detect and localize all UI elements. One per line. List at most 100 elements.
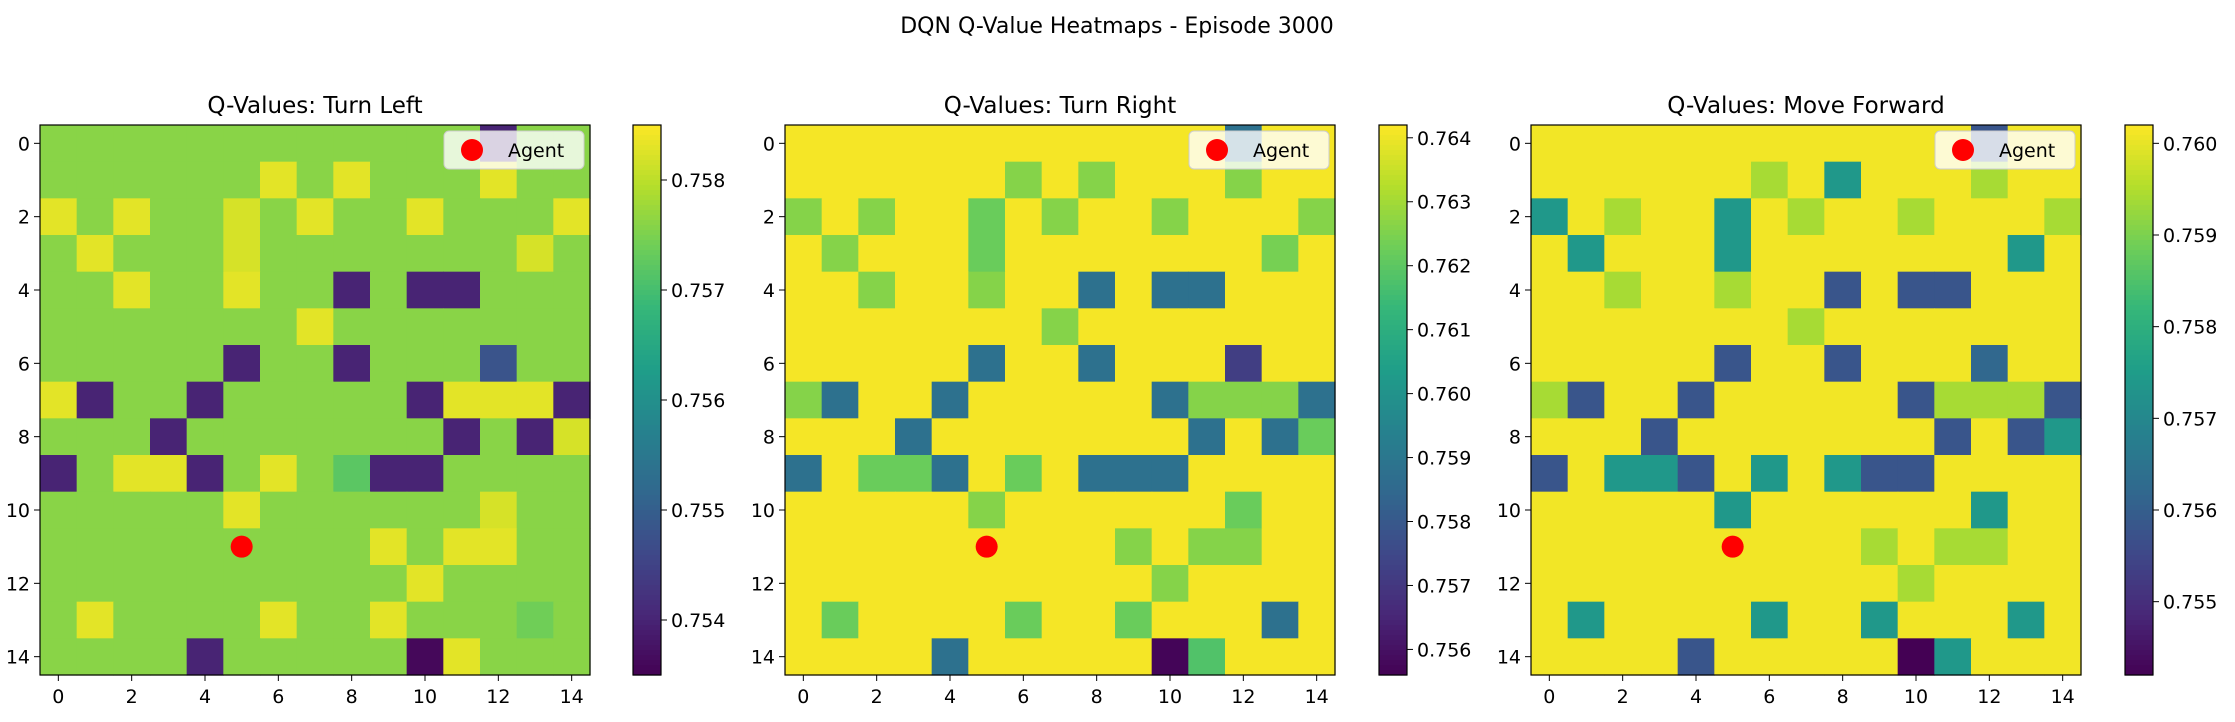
colorbar-segment — [1379, 375, 1407, 381]
colorbar-segment — [1379, 165, 1407, 171]
heatmap-cell — [443, 345, 481, 383]
heatmap-cell — [2007, 198, 2045, 236]
heatmap-cell — [895, 125, 933, 163]
heatmap-cell — [1041, 161, 1079, 199]
heatmap-cell — [895, 271, 933, 309]
colorbar-segment — [633, 135, 661, 141]
colorbar-segment — [2125, 560, 2153, 566]
heatmap-cell — [821, 565, 859, 603]
heatmap-cell — [260, 638, 298, 676]
heatmap-cell — [113, 308, 151, 346]
colorbar-segment — [633, 600, 661, 606]
heatmap-cell — [1787, 455, 1825, 493]
x-tick-label: 0 — [1543, 686, 1555, 708]
heatmap-cell — [931, 308, 969, 346]
heatmap-cell — [1225, 345, 1263, 383]
heatmap-cell — [1225, 455, 1263, 493]
colorbar-tick-label: 0.762 — [1417, 256, 1471, 278]
colorbar-segment — [1379, 570, 1407, 576]
heatmap-cell — [931, 235, 969, 273]
heatmap-cell — [2007, 308, 2045, 346]
heatmap-cell — [443, 528, 481, 566]
colorbar-segment — [633, 365, 661, 371]
heatmap-cell — [1897, 638, 1935, 676]
colorbar-segment — [1379, 530, 1407, 536]
heatmap-cell — [2044, 308, 2082, 346]
heatmap-cell — [1934, 528, 1972, 566]
colorbar-segment — [633, 165, 661, 171]
heatmap-cell — [150, 345, 188, 383]
heatmap-cell — [858, 235, 896, 273]
heatmap-cell — [296, 198, 334, 236]
heatmap-cell — [1115, 198, 1153, 236]
heatmap-cell — [2044, 345, 2082, 383]
axes-frame — [1530, 124, 2082, 676]
colorbar-segment — [1379, 365, 1407, 371]
colorbar-segment — [1379, 665, 1407, 671]
colorbar-segment — [633, 300, 661, 306]
heatmap-cell — [370, 455, 408, 493]
heatmap-cell — [1751, 381, 1789, 419]
colorbar-segment — [2125, 375, 2153, 381]
heatmap-cell — [1531, 528, 1569, 566]
heatmap-cell — [1041, 198, 1079, 236]
heatmap-cell — [1604, 528, 1642, 566]
colorbar-segment — [633, 310, 661, 316]
colorbar-segment — [1379, 380, 1407, 386]
heatmap-cell — [443, 491, 481, 529]
heatmap-cell — [2007, 638, 2045, 676]
y-tick-label: 14 — [751, 647, 775, 669]
colorbar-segment — [2125, 505, 2153, 511]
heatmap-cell — [1824, 161, 1862, 199]
heatmap-cell — [516, 565, 554, 603]
heatmap-cell — [1897, 161, 1935, 199]
heatmap-cell — [1151, 638, 1189, 676]
heatmap-cells — [785, 125, 1336, 676]
colorbar-segment — [1379, 155, 1407, 161]
colorbar-segment — [2125, 415, 2153, 421]
heatmap-cell — [968, 601, 1006, 639]
colorbar-segment — [2125, 450, 2153, 456]
heatmap-cell — [1787, 418, 1825, 456]
heatmap-cell — [333, 125, 371, 163]
colorbar: 0.756 0.757 0.758 0.759 0.760 0.761 0.762 0.763… — [1378, 124, 1471, 676]
heatmap-cell — [113, 271, 151, 309]
heatmap-cell — [1531, 235, 1569, 273]
heatmap-cell — [1641, 528, 1679, 566]
heatmap-cell — [1567, 235, 1605, 273]
heatmap-cell — [895, 198, 933, 236]
heatmap-cell — [1115, 345, 1153, 383]
colorbar-segment — [2125, 645, 2153, 651]
heatmap-cell — [333, 565, 371, 603]
heatmap-cell — [1078, 271, 1116, 309]
heatmap-cell — [1641, 638, 1679, 676]
heatmap-cell — [1225, 271, 1263, 309]
colorbar-segment — [1379, 510, 1407, 516]
heatmap-cell — [1041, 565, 1079, 603]
heatmap-cell — [858, 271, 896, 309]
heatmap-cell — [895, 455, 933, 493]
heatmap-cell — [968, 455, 1006, 493]
heatmap-cell — [443, 235, 481, 273]
colorbar-segment — [2125, 170, 2153, 176]
colorbar-segment — [2125, 445, 2153, 451]
colorbar-segment — [2125, 165, 2153, 171]
heatmap-cell — [1567, 638, 1605, 676]
heatmap-cell — [1934, 198, 1972, 236]
heatmap-cell — [40, 308, 78, 346]
heatmap-cell — [1714, 125, 1752, 163]
colorbar-segment — [633, 180, 661, 186]
heatmap-cell — [821, 381, 859, 419]
x-tick-label: 12 — [486, 686, 510, 708]
colorbar-segment — [2125, 635, 2153, 641]
heatmap-cell — [1787, 491, 1825, 529]
heatmap-cell — [1824, 271, 1862, 309]
colorbar-segment — [1379, 470, 1407, 476]
heatmap-cell — [785, 455, 823, 493]
heatmap-cell — [443, 381, 481, 419]
heatmap-cell — [1714, 235, 1752, 273]
heatmap-cell — [858, 601, 896, 639]
heatmap-cell — [1751, 418, 1789, 456]
heatmap-cell — [1897, 271, 1935, 309]
colorbar-segment — [633, 140, 661, 146]
